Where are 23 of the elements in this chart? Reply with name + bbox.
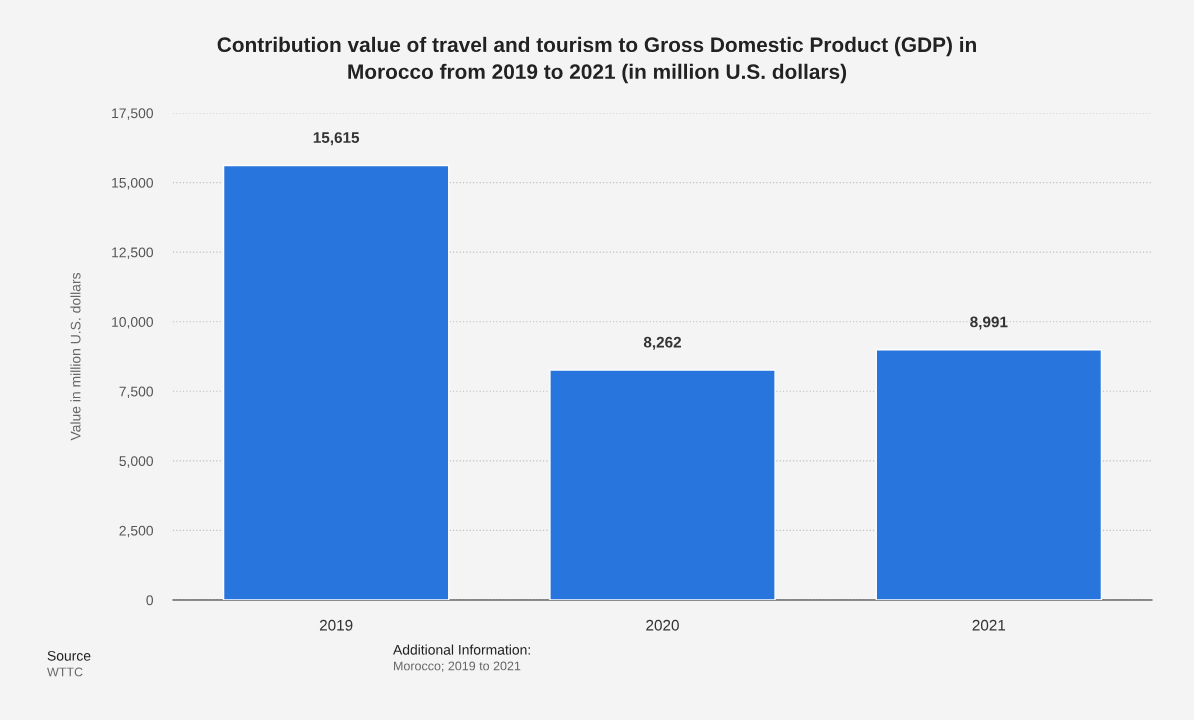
data-label: 8,262	[643, 336, 682, 350]
y-tick-label: 17,500	[112, 108, 154, 120]
text: Morocco; 2019 to 2021	[394, 661, 521, 672]
y-tick-label: 10,000	[112, 317, 154, 329]
text: Source	[47, 650, 91, 661]
y-tick-label: 12,500	[112, 247, 154, 259]
y-tick-label: 7,500	[119, 386, 154, 399]
y-axis-title: Value in million U.S. dollars	[70, 272, 81, 441]
bar	[222, 164, 450, 600]
data-label: 8,991	[970, 316, 1008, 330]
x-tick-label: 2019	[319, 619, 353, 631]
y-tick-label: 5,000	[119, 456, 154, 468]
x-tick-label: 2020	[646, 619, 679, 631]
bar	[549, 369, 776, 600]
y-tick-label: 0	[146, 595, 154, 606]
text: Additional Information:	[393, 644, 530, 655]
y-tick-label: 15,000	[112, 177, 154, 190]
text: WTTC	[47, 667, 83, 677]
data-label: 15,615	[313, 132, 360, 146]
x-tick-label: 2021	[972, 619, 1006, 631]
chart-title: Contribution value of travel and tourism to Gross Domestic Product (GDP) in Morocco from 2019 to 2021 (in million U.S. dollars)	[217, 36, 976, 84]
y-tick-label: 2,500	[119, 525, 154, 538]
bar	[875, 349, 1103, 600]
